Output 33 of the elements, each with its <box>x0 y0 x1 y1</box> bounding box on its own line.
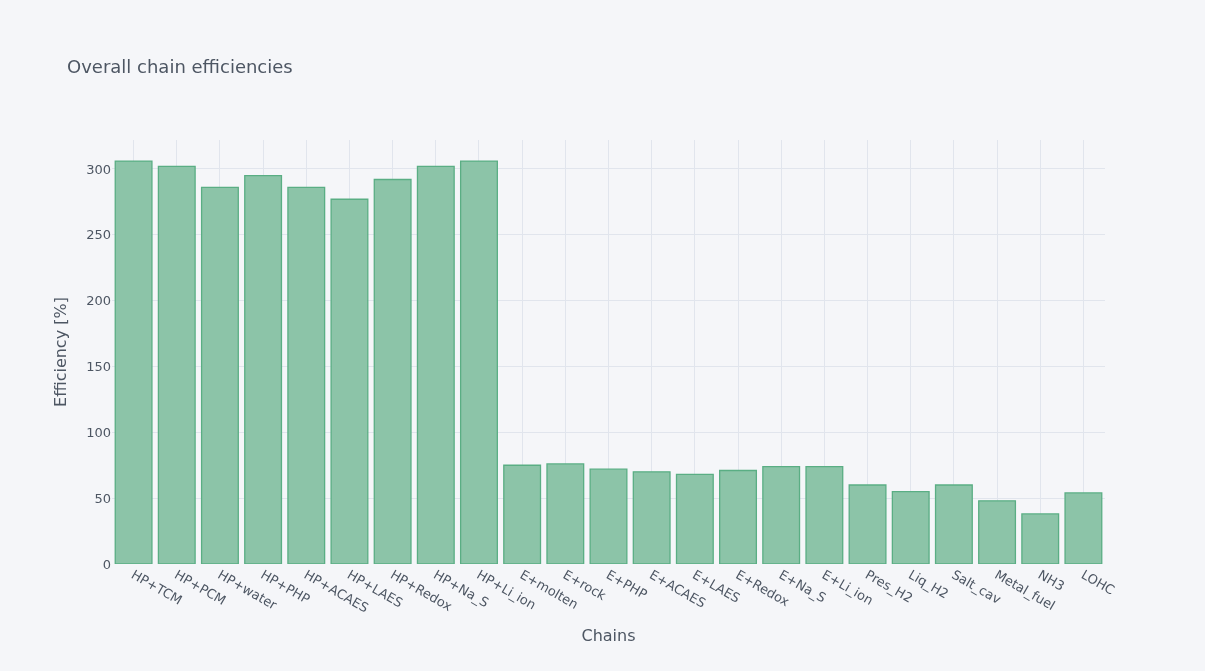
bar <box>589 468 628 564</box>
bar <box>1064 492 1103 564</box>
y-tick-label: 200 <box>86 293 111 309</box>
bar <box>114 160 153 564</box>
chart-title: Overall chain efficiencies <box>67 56 293 78</box>
y-axis-title: Efficiency [%] <box>51 297 71 407</box>
y-tick-label: 250 <box>86 227 111 243</box>
bar <box>416 165 455 564</box>
bar <box>891 490 930 564</box>
bar <box>244 174 283 564</box>
bar <box>762 465 801 564</box>
bar <box>546 463 585 564</box>
y-tick-label: 100 <box>86 424 111 440</box>
bar <box>805 465 844 564</box>
bar <box>373 178 412 564</box>
y-tick-label: 150 <box>86 359 111 375</box>
bar <box>287 186 326 564</box>
bar <box>978 500 1017 564</box>
bar <box>200 186 239 564</box>
bar <box>330 198 369 564</box>
bar <box>503 464 542 564</box>
bar <box>719 469 758 564</box>
y-tick-label: 0 <box>102 556 111 572</box>
bar <box>157 165 196 564</box>
y-tick-label: 50 <box>94 490 111 506</box>
y-tick-label: 300 <box>86 161 111 177</box>
bar <box>848 484 887 564</box>
bar <box>675 473 714 564</box>
bar <box>632 471 671 564</box>
bar <box>934 484 973 564</box>
x-axis-title: Chains <box>581 626 636 646</box>
bar <box>459 160 498 564</box>
bar <box>1021 513 1060 564</box>
